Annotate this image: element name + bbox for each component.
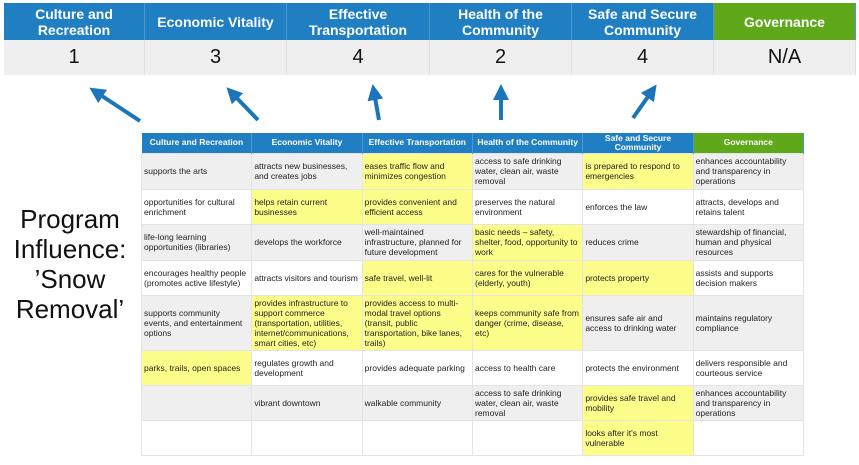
- column-header: Governance: [693, 133, 805, 153]
- table-cell: enhances accountability and transparency…: [692, 384, 805, 421]
- table-cell: supports the arts: [140, 152, 253, 190]
- table-cell: [692, 419, 805, 456]
- table-row: supports the arts attracts new businesses…: [140, 152, 805, 190]
- table-row: looks after it's most vulnerable: [140, 419, 805, 456]
- table-cell: cares for the vulnerable (elderly, youth…: [471, 259, 584, 296]
- score-header-governance: Governance: [714, 3, 856, 40]
- score-transportation: 4: [287, 40, 430, 75]
- table-cell: access to safe drinking water, clean air…: [471, 152, 584, 190]
- column-header: Safe and Secure Community: [582, 133, 694, 153]
- table-cell: stewardship of financial, human and phys…: [692, 223, 805, 261]
- arrow-icon: [367, 84, 384, 121]
- table-cell: vibrant downtown: [251, 384, 363, 421]
- table-cell: enhances accountability and transparency…: [692, 152, 805, 190]
- table-row: opportunities for cultural enrichment hel…: [140, 188, 805, 225]
- table-cell: enforces the law: [582, 188, 694, 225]
- score-header-economic: Economic Vitality: [145, 3, 287, 40]
- table-cell: [361, 419, 473, 456]
- table-cell: preserves the natural environment: [471, 188, 584, 225]
- table-cell: delivers responsible and courteous servi…: [692, 349, 805, 386]
- table-cell: eases traffic flow and minimizes congest…: [361, 152, 473, 190]
- table-cell: assists and supports decision makers: [692, 259, 805, 296]
- table-row: vibrant downtown walkable community access…: [140, 384, 805, 421]
- score-economic: 3: [145, 40, 287, 75]
- program-influence-label: Program Influence: ’Snow Removal’: [13, 204, 127, 324]
- arrow-icon: [89, 87, 142, 123]
- arrow-icon: [226, 87, 260, 122]
- table-row: encourages healthy people (promotes acti…: [140, 259, 805, 296]
- column-header: Culture and Recreation: [141, 133, 253, 153]
- table-cell: [251, 419, 363, 456]
- table-cell: helps retain current businesses: [251, 188, 363, 225]
- column-header: Health of the Community: [472, 133, 584, 153]
- column-header: Effective Transportation: [362, 133, 473, 153]
- table-cell: opportunities for cultural enrichment: [140, 188, 253, 225]
- table-cell: access to health care: [471, 349, 584, 386]
- table-cell: provides access to multi-modal travel op…: [361, 294, 473, 351]
- column-header: Economic Vitality: [251, 133, 363, 153]
- table-row: parks, trails, open spaces regulates grow…: [140, 349, 805, 386]
- table-cell: attracts new businesses, and creates job…: [251, 152, 363, 190]
- table-cell: protects the environment: [582, 349, 694, 386]
- table-cell: supports community events, and entertain…: [140, 294, 253, 351]
- table-cell: parks, trails, open spaces: [140, 349, 253, 386]
- table-cell: provides infrastructure to support comme…: [251, 294, 363, 351]
- score-header-safety: Safe and Secure Community: [572, 3, 714, 40]
- arrow-icon: [631, 84, 657, 120]
- score-header-culture: Culture and Recreation: [4, 3, 145, 40]
- table-cell: provides adequate parking: [361, 349, 473, 386]
- priority-score-bar: Culture and Recreation Economic Vitality…: [4, 3, 856, 75]
- table-cell: looks after it's most vulnerable: [582, 419, 694, 456]
- table-cell: [140, 419, 253, 456]
- table-cell: ensures safe air and access to drinking …: [582, 294, 694, 351]
- arrows: [89, 84, 657, 123]
- table-cell: encourages healthy people (promotes acti…: [140, 259, 253, 296]
- score-health: 2: [430, 40, 572, 75]
- table-cell: attracts visitors and tourism: [251, 259, 363, 296]
- score-governance: N/A: [714, 40, 856, 75]
- table-cell: walkable community: [361, 384, 473, 421]
- score-header-transportation: Effective Transportation: [287, 3, 430, 40]
- table-cell: provides safe travel and mobility: [582, 384, 694, 421]
- table-cell: provides convenient and efficient access: [361, 188, 473, 225]
- table-row: supports community events, and entertain…: [140, 294, 805, 351]
- table-cell: basic needs – safety, shelter, food, opp…: [471, 223, 584, 261]
- table-cell: develops the workforce: [251, 223, 363, 261]
- table-cell: is prepared to respond to emergencies: [582, 152, 694, 190]
- table-cell: attracts, develops and retains talent: [692, 188, 805, 225]
- table-cell: access to safe drinking water, clean air…: [471, 384, 584, 421]
- table-cell: regulates growth and development: [251, 349, 363, 386]
- table-cell: reduces crime: [582, 223, 694, 261]
- table-cell: maintains regulatory compliance: [692, 294, 805, 351]
- table-cell: protects property: [582, 259, 694, 296]
- table-cell: keeps community safe from danger (crime,…: [471, 294, 584, 351]
- table-row: life-long learning opportunities (librar…: [140, 223, 805, 261]
- table-cell: [140, 384, 253, 421]
- table-cell: life-long learning opportunities (librar…: [140, 223, 253, 261]
- table-cell: safe travel, well-lit: [361, 259, 473, 296]
- table-cell: well-maintained infrastructure, planned …: [361, 223, 473, 261]
- score-safety: 4: [572, 40, 714, 75]
- score-header-health: Health of the Community: [430, 3, 572, 40]
- table-cell: [471, 419, 584, 456]
- score-culture: 1: [4, 40, 145, 75]
- influence-table: Culture and Recreation Economic Vitality…: [140, 133, 805, 456]
